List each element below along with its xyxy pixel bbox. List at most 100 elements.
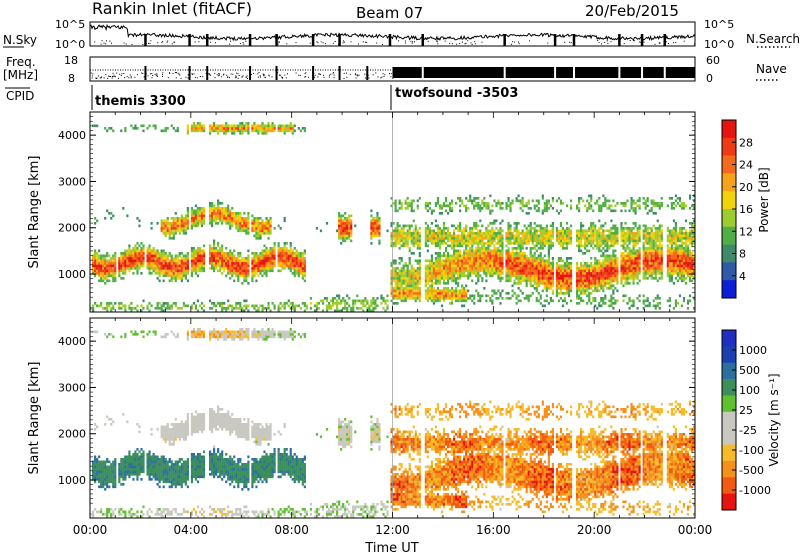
heatmap-cell [360, 300, 362, 303]
heatmap-cell [548, 252, 550, 255]
nave-dot [127, 76, 128, 77]
heatmap-cell [409, 282, 411, 285]
heatmap-cell [338, 217, 340, 220]
heatmap-cell [157, 222, 159, 225]
heatmap-cell [344, 302, 346, 305]
heatmap-cell [497, 255, 499, 258]
heatmap-cell [514, 260, 516, 263]
heatmap-cell [201, 307, 203, 310]
heatmap-cell [564, 240, 566, 243]
heatmap-cell [269, 247, 271, 250]
heatmap-cell [600, 265, 602, 268]
heatmap-cell [191, 267, 193, 270]
heatmap-cell [217, 245, 219, 248]
heatmap-cell [261, 275, 263, 278]
heatmap-cell [477, 255, 479, 258]
heatmap-cell [461, 235, 463, 238]
heatmap-cell [514, 262, 516, 265]
heatmap-cell [481, 277, 483, 280]
heatmap-cell [459, 265, 461, 268]
heatmap-cell [522, 230, 524, 233]
heatmap-cell [157, 252, 159, 255]
heatmap-cell [284, 130, 286, 133]
heatmap-cell [138, 255, 140, 258]
heatmap-cell [590, 197, 592, 200]
heatmap-cell [568, 227, 570, 230]
heatmap-cell [427, 232, 429, 235]
heatmap-cell [540, 282, 542, 285]
heatmap-cell [511, 247, 513, 250]
heatmap-cell [562, 237, 564, 240]
heatmap-cell [467, 240, 469, 243]
heatmap-cell [437, 230, 439, 233]
heatmap-cell [399, 207, 401, 210]
heatmap-cell [501, 237, 503, 240]
heatmap-cell [431, 265, 433, 268]
heatmap-cell [201, 130, 203, 133]
heatmap-cell [235, 127, 237, 130]
heatmap-cell [195, 217, 197, 220]
heatmap-cell [560, 245, 562, 248]
heatmap-cell [487, 252, 489, 255]
heatmap-cell [590, 285, 592, 288]
heatmap-cell [280, 257, 282, 260]
heatmap-cell [245, 217, 247, 220]
heatmap-cell [217, 252, 219, 255]
heatmap-cell [134, 260, 136, 263]
heatmap-cell [461, 295, 463, 298]
heatmap-cell [568, 265, 570, 268]
heatmap-cell [441, 267, 443, 270]
heatmap-cell [570, 242, 572, 245]
heatmap-cell [247, 260, 249, 263]
heatmap-cell [348, 227, 350, 230]
heatmap-cell [159, 265, 161, 268]
heatmap-cell [163, 257, 165, 260]
nave-dot [257, 73, 258, 74]
heatmap-cell [489, 270, 491, 273]
heatmap-cell [534, 265, 536, 268]
heatmap-cell [564, 267, 566, 270]
heatmap-cell [233, 267, 235, 270]
heatmap-cell [570, 285, 572, 288]
heatmap-cell [505, 265, 507, 268]
nsearch-dot [279, 41, 280, 42]
heatmap-cell [518, 232, 520, 235]
heatmap-cell [134, 125, 136, 128]
heatmap-cell [578, 240, 580, 243]
heatmap-cell [548, 202, 550, 205]
heatmap-cell [257, 260, 259, 263]
heatmap-cell [229, 305, 231, 308]
heatmap-cell [409, 290, 411, 293]
heatmap-cell [453, 255, 455, 258]
heatmap-cell [528, 257, 530, 260]
heatmap-cell [435, 267, 437, 270]
heatmap-cell [124, 265, 126, 268]
heatmap-cell [481, 202, 483, 205]
heatmap-cell [163, 260, 165, 263]
heatmap-cell [447, 257, 449, 260]
heatmap-cell [548, 280, 550, 283]
heatmap-cell [292, 260, 294, 263]
heatmap-cell [457, 235, 459, 238]
heatmap-cell [497, 237, 499, 240]
heatmap-cell [395, 267, 397, 270]
heatmap-cell [578, 210, 580, 213]
heatmap-cell [136, 217, 138, 220]
heatmap-cell [284, 305, 286, 308]
heatmap-cell [274, 245, 276, 248]
heatmap-cell [558, 285, 560, 288]
heatmap-cell [594, 240, 596, 243]
heatmap-cell [459, 242, 461, 245]
heatmap-cell [199, 257, 201, 260]
heatmap-cell [441, 242, 443, 245]
heatmap-cell [564, 270, 566, 273]
heatmap-cell [401, 232, 403, 235]
heatmap-cell [372, 227, 374, 230]
heatmap-cell [255, 217, 257, 220]
heatmap-cell [602, 262, 604, 265]
heatmap-cell [241, 220, 243, 223]
heatmap-cell [590, 287, 592, 290]
heatmap-cell [378, 235, 380, 238]
heatmap-cell [596, 287, 598, 290]
heatmap-cell [520, 270, 522, 273]
